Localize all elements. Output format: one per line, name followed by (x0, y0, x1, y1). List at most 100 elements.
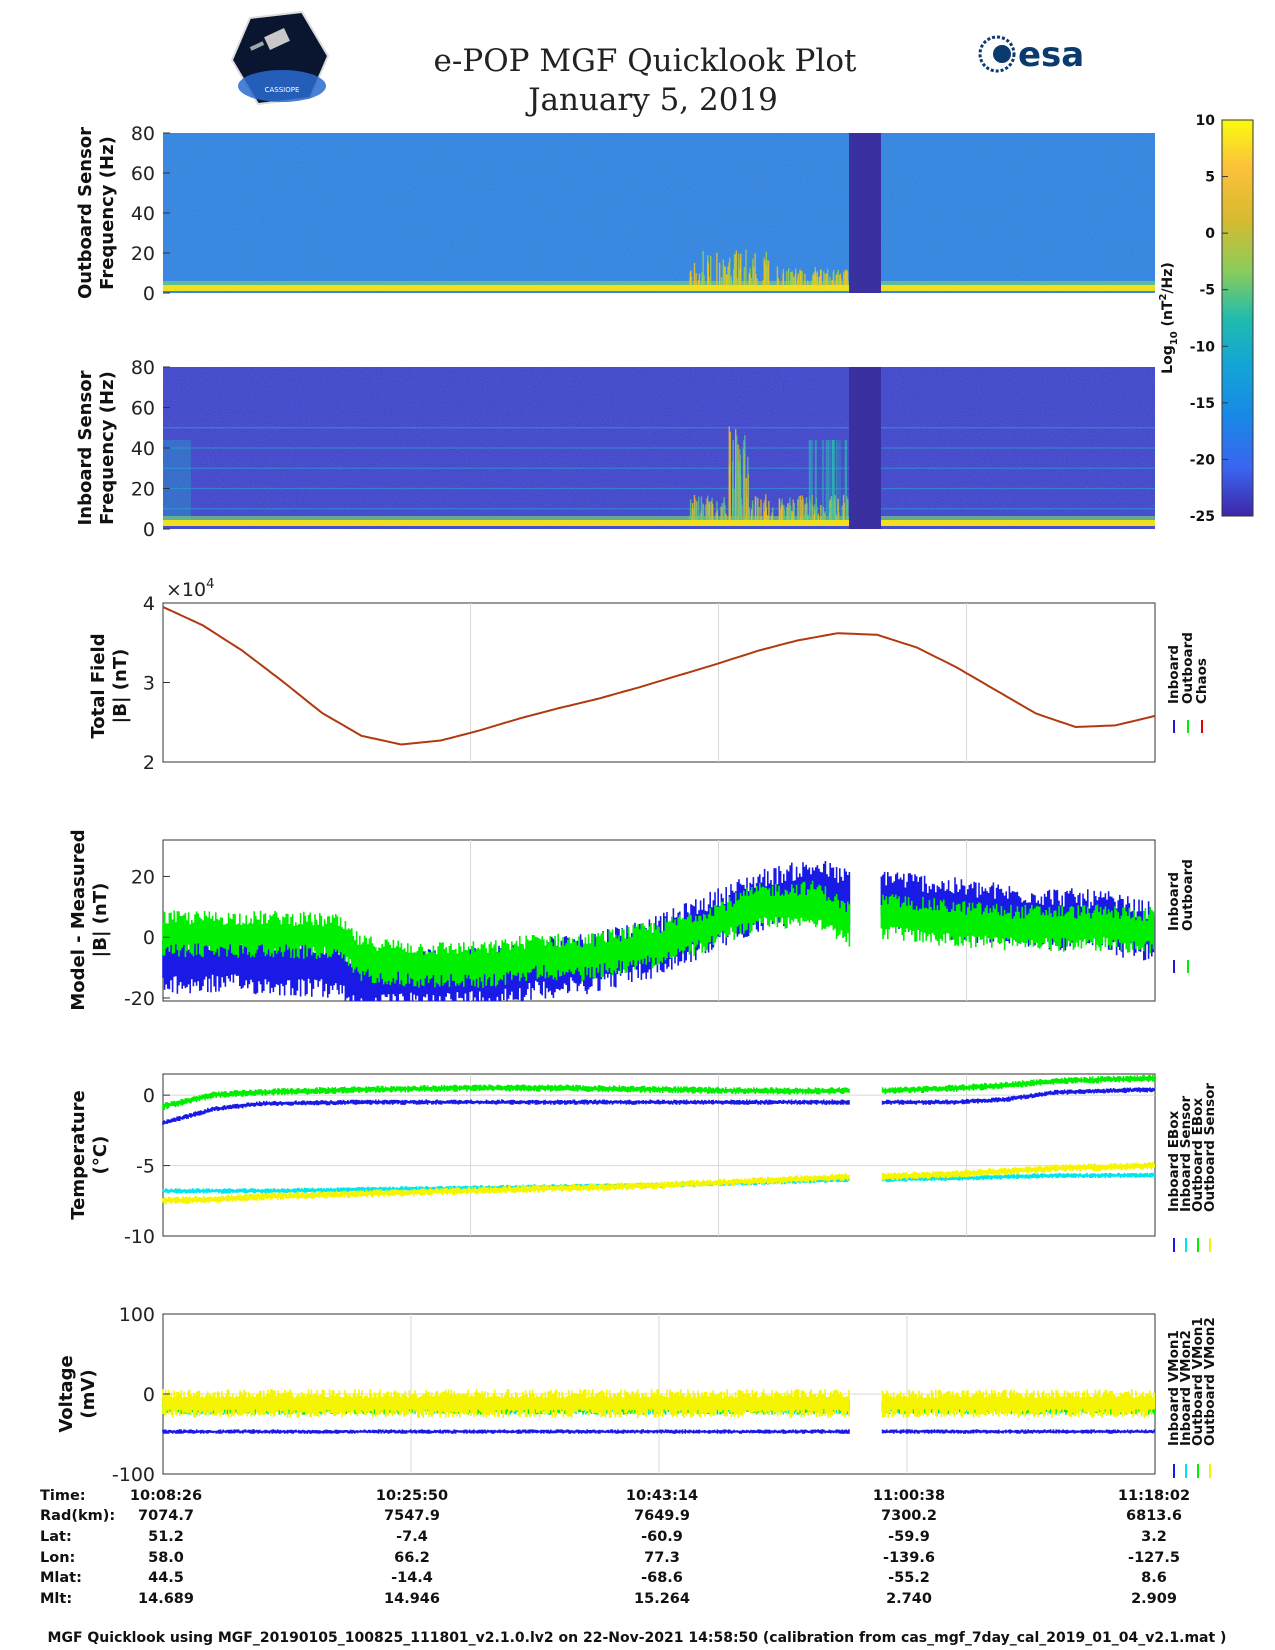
voltage-tick-label: -100 (112, 1464, 155, 1486)
outboard-burst (767, 260, 770, 285)
orbit-value-mlat: 8.6 (1141, 1570, 1167, 1586)
inboard-burst (702, 503, 704, 520)
total-field-tick-label: 4 (143, 593, 155, 615)
inboard-burst (783, 505, 785, 520)
temperature-ylabel-line1: Temperature (68, 1090, 89, 1219)
title-line2: January 5, 2019 (525, 82, 778, 118)
mission-logo-text: CASSIOPE (265, 86, 300, 94)
outboard-spectrogram-tick-label: 40 (131, 203, 155, 225)
outboard-burst (846, 271, 849, 285)
outboard-spectrogram-tick-label: 0 (143, 283, 155, 305)
inboard-burst (788, 507, 790, 520)
title-line1: e-POP MGF Quicklook Plot (434, 43, 857, 79)
temperature-tick-label: -5 (136, 1156, 155, 1178)
orbit-value-lon: -127.5 (1128, 1550, 1180, 1566)
inboard-burst (779, 509, 781, 520)
inboard-burst (742, 448, 745, 520)
inboard-ylabel-line2: Frequency (Hz) (97, 371, 118, 525)
temperature-panel: Temperature (°C) -10 -5 0 Inboard EBoxInbo… (68, 1073, 1218, 1252)
outboard-burst (693, 262, 696, 285)
colorbar-tick-label: -20 (1190, 452, 1216, 468)
temperature-tick-label: 0 (143, 1085, 155, 1107)
outboard-burst (765, 251, 767, 285)
inboard-burst (748, 507, 750, 520)
outboard-burst (829, 277, 831, 285)
orbit-value-mlt: 2.740 (886, 1591, 932, 1607)
inboard-burst (747, 456, 749, 520)
outboard-burst (797, 273, 800, 285)
mission-logo: CASSIOPE (230, 10, 330, 106)
outboard-spectrogram-noise (163, 133, 1155, 293)
outboard-burst (792, 276, 795, 285)
outboard-data-gap (849, 133, 881, 293)
inboard-burst (804, 513, 806, 520)
outboard-burst (810, 280, 813, 285)
inboard-burst (763, 511, 766, 520)
voltage-legend-label: Outboard VMon2 (1202, 1317, 1218, 1446)
outboard-burst (703, 275, 705, 285)
inboard-burst (694, 498, 697, 520)
outboard-burst (811, 280, 814, 285)
outboard-burst (730, 276, 732, 285)
orbit-value-lon: 58.0 (148, 1550, 184, 1566)
inboard-spectrogram-tick-label: 60 (131, 398, 155, 420)
orbit-value-rad: 7300.2 (881, 1508, 937, 1524)
outboard-burst (729, 257, 731, 285)
inboard-ylabel-line1: Inboard Sensor (75, 370, 96, 525)
orbit-info-table: Time: 10:08:26 10:25:50 10:43:14 11:00:38 11:… (40, 1488, 1190, 1607)
outboard-burst (820, 269, 822, 285)
inboard-burst (738, 461, 740, 520)
outboard-burst (707, 262, 709, 285)
inboard-burst (723, 501, 725, 520)
inboard-spectrogram-panel: Inboard Sensor Frequency (Hz) 0 20 40 60 80 (75, 357, 1155, 541)
temperature-legend-label: Outboard EBox (1190, 1098, 1206, 1212)
outboard-burst (804, 273, 806, 285)
outboard-burst (736, 278, 738, 285)
outboard-burst (839, 273, 842, 285)
inboard-burst (757, 497, 759, 520)
outboard-burst (743, 267, 746, 285)
outboard-burst (799, 269, 801, 285)
voltage-tick-label: 0 (143, 1384, 155, 1406)
outboard-burst (707, 276, 710, 285)
inboard-burst (710, 501, 712, 520)
voltage-inboard-vmon1-trace (162, 1429, 1155, 1434)
total-field-tick-label: 3 (143, 673, 155, 695)
inboard-burst (787, 503, 789, 520)
outboard-ylabel-line2: Frequency (Hz) (97, 136, 118, 290)
orbit-value-lon: 77.3 (644, 1550, 680, 1566)
colorbar-tick-label: -10 (1190, 339, 1216, 355)
inboard-burst (780, 506, 783, 520)
orbit-row-label-rad: Rad(km): (40, 1508, 115, 1524)
orbit-value-lon: 66.2 (394, 1550, 430, 1566)
inboard-burst (758, 506, 760, 520)
orbit-row-label-lat: Lat: (40, 1529, 72, 1545)
inboard-burst (735, 435, 738, 520)
inboard-burst (792, 499, 794, 520)
total-field-panel: ×104 Total Field |B| (nT) 2 3 4 InboardOut… (88, 577, 1210, 774)
inboard-burst (812, 506, 814, 520)
temperature-tick-label: -10 (124, 1226, 155, 1248)
inboard-data-gap (849, 367, 881, 529)
orbit-value-mlt: 14.689 (138, 1591, 194, 1607)
orbit-row-label-mlt: Mlt: (40, 1591, 72, 1607)
outboard-burst (826, 275, 829, 285)
inboard-burst (690, 509, 692, 520)
inboard-burst (804, 504, 806, 520)
outboard-burst (720, 277, 723, 285)
model-measured-tick-label: -20 (124, 988, 155, 1010)
outboard-burst (831, 279, 833, 285)
outboard-burst (776, 266, 779, 285)
outboard-spectrogram-tick-label: 60 (131, 163, 155, 185)
outboard-burst (843, 280, 846, 285)
orbit-value-mlt: 15.264 (634, 1591, 690, 1607)
colorbar-tick-label: 5 (1205, 170, 1215, 186)
inboard-burst (805, 512, 807, 520)
orbit-value-rad: 7649.9 (634, 1508, 690, 1524)
inboard-burst (690, 515, 692, 520)
inboard-burst (737, 444, 739, 520)
inboard-burst (843, 503, 846, 520)
orbit-value-rad: 6813.6 (1126, 1508, 1182, 1524)
outboard-burst (727, 269, 730, 285)
